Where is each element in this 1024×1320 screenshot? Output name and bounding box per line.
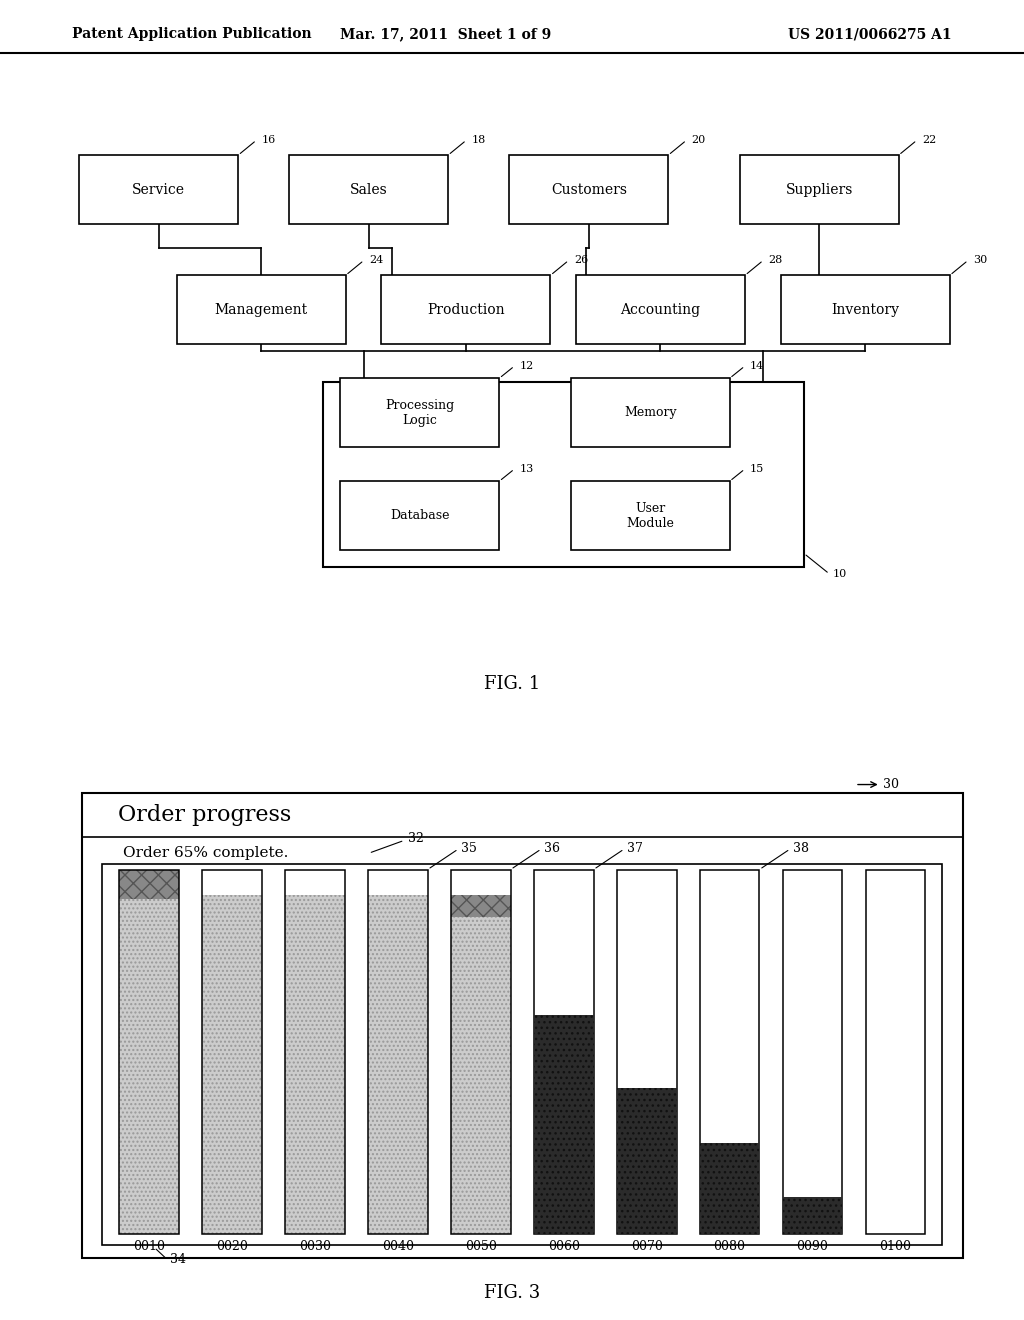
Text: Suppliers: Suppliers bbox=[785, 182, 853, 197]
Bar bbox=[289, 156, 449, 224]
Text: 13: 13 bbox=[519, 463, 534, 474]
Text: 0040: 0040 bbox=[382, 1241, 414, 1253]
Bar bbox=[865, 870, 926, 1234]
Bar bbox=[780, 276, 950, 345]
Bar bbox=[616, 1088, 677, 1234]
Text: Production: Production bbox=[427, 302, 505, 317]
Text: 14: 14 bbox=[750, 360, 764, 371]
Text: Memory: Memory bbox=[624, 407, 677, 420]
Bar bbox=[80, 156, 238, 224]
Text: 0060: 0060 bbox=[548, 1241, 580, 1253]
Text: Sales: Sales bbox=[350, 182, 387, 197]
Bar bbox=[202, 895, 262, 1234]
Text: 0030: 0030 bbox=[299, 1241, 331, 1253]
Bar bbox=[119, 870, 179, 1234]
Bar bbox=[102, 865, 942, 1245]
Bar bbox=[451, 870, 511, 1234]
Bar bbox=[285, 870, 345, 1234]
Bar bbox=[368, 895, 428, 1234]
Text: 38: 38 bbox=[794, 842, 809, 855]
Text: 26: 26 bbox=[573, 255, 588, 265]
Text: Customers: Customers bbox=[551, 182, 627, 197]
Text: Accounting: Accounting bbox=[621, 302, 700, 317]
Text: 37: 37 bbox=[628, 842, 643, 855]
Text: User
Module: User Module bbox=[627, 502, 674, 529]
Text: 10: 10 bbox=[833, 569, 847, 579]
Bar bbox=[616, 870, 677, 1234]
Bar bbox=[202, 870, 262, 1234]
Text: Service: Service bbox=[132, 182, 185, 197]
Text: 30: 30 bbox=[973, 255, 987, 265]
Bar bbox=[119, 870, 179, 899]
Text: 18: 18 bbox=[471, 135, 485, 145]
Text: US 2011/0066275 A1: US 2011/0066275 A1 bbox=[788, 28, 952, 41]
Text: 32: 32 bbox=[408, 832, 424, 845]
Bar bbox=[381, 276, 551, 345]
Text: Patent Application Publication: Patent Application Publication bbox=[72, 28, 311, 41]
Bar bbox=[451, 895, 511, 917]
Text: 30: 30 bbox=[883, 777, 899, 791]
Text: Processing
Logic: Processing Logic bbox=[385, 399, 455, 426]
Bar bbox=[699, 870, 760, 1234]
Bar bbox=[571, 482, 729, 550]
Bar bbox=[782, 870, 843, 1234]
Text: 12: 12 bbox=[519, 360, 534, 371]
Bar bbox=[368, 870, 428, 1234]
Text: 16: 16 bbox=[262, 135, 275, 145]
Text: Database: Database bbox=[390, 510, 450, 523]
Text: Order progress: Order progress bbox=[118, 804, 291, 826]
Text: 0080: 0080 bbox=[714, 1241, 745, 1253]
Text: 15: 15 bbox=[750, 463, 764, 474]
Text: 24: 24 bbox=[370, 255, 383, 265]
Text: 20: 20 bbox=[692, 135, 706, 145]
Bar bbox=[782, 1197, 843, 1234]
Text: 35: 35 bbox=[462, 842, 477, 855]
Bar bbox=[340, 379, 499, 447]
Text: 22: 22 bbox=[923, 135, 936, 145]
Text: Management: Management bbox=[215, 302, 307, 317]
Bar bbox=[509, 156, 668, 224]
Bar bbox=[571, 379, 729, 447]
Bar bbox=[451, 895, 511, 1234]
Text: 28: 28 bbox=[768, 255, 782, 265]
Text: 0050: 0050 bbox=[465, 1241, 497, 1253]
Text: 0020: 0020 bbox=[216, 1241, 248, 1253]
Text: 36: 36 bbox=[545, 842, 560, 855]
Bar bbox=[534, 870, 594, 1234]
Text: 34: 34 bbox=[170, 1253, 186, 1266]
Text: FIG. 1: FIG. 1 bbox=[484, 675, 540, 693]
Text: Order 65% complete.: Order 65% complete. bbox=[123, 846, 288, 861]
Bar bbox=[575, 276, 745, 345]
Bar bbox=[119, 870, 179, 1234]
Bar bbox=[534, 1015, 594, 1234]
Bar bbox=[285, 895, 345, 1234]
Bar bbox=[340, 482, 499, 550]
Text: 0010: 0010 bbox=[133, 1241, 165, 1253]
Text: 0090: 0090 bbox=[797, 1241, 828, 1253]
Bar bbox=[176, 276, 346, 345]
Bar bbox=[323, 381, 804, 568]
Text: 0100: 0100 bbox=[880, 1241, 911, 1253]
Bar bbox=[699, 1143, 760, 1234]
Bar bbox=[82, 792, 963, 1258]
Bar bbox=[739, 156, 899, 224]
Text: Mar. 17, 2011  Sheet 1 of 9: Mar. 17, 2011 Sheet 1 of 9 bbox=[340, 28, 551, 41]
Text: FIG. 3: FIG. 3 bbox=[484, 1284, 540, 1303]
Text: Inventory: Inventory bbox=[831, 302, 899, 317]
Text: 0070: 0070 bbox=[631, 1241, 663, 1253]
